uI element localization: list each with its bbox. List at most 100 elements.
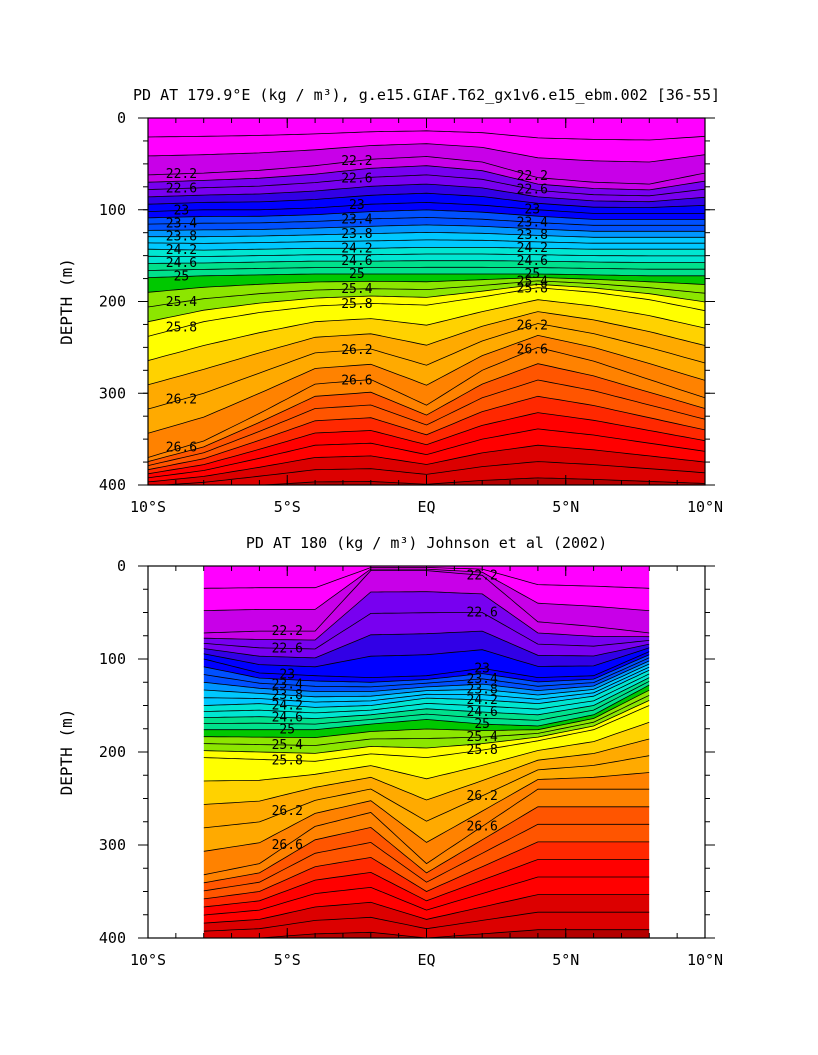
contour-line: [148, 363, 705, 462]
contour-line: [203, 841, 650, 900]
contour-line: [148, 379, 705, 466]
density-layer: [203, 670, 650, 713]
contour-label: 23.8: [467, 682, 498, 697]
contour-line: [203, 680, 650, 725]
density-layer: [148, 428, 705, 482]
contour-line: [203, 738, 650, 805]
contour-label: 25.4: [341, 282, 372, 297]
contour-label: 26.6: [166, 441, 197, 456]
contour-label: 25.8: [517, 282, 548, 297]
contour-label: 22.2: [272, 624, 303, 639]
x-tick-label: 10°N: [687, 951, 723, 969]
y-tick-label: 300: [99, 836, 126, 854]
contour-label: 24.6: [341, 254, 372, 269]
contour-line: [203, 772, 650, 852]
contour-line: [148, 428, 705, 479]
contour-label: 24.2: [272, 699, 303, 714]
contour-label: 22.2: [517, 169, 548, 184]
x-tick-label: 5°S: [274, 498, 301, 516]
contour-label: 24.6: [467, 705, 498, 720]
density-layer: [148, 412, 705, 478]
x-tick-label: EQ: [417, 498, 435, 516]
contour-label: 24.6: [166, 256, 197, 271]
y-tick-label: 200: [99, 743, 126, 761]
contour-label: 26.2: [341, 343, 372, 358]
contour-line: [148, 143, 705, 163]
contour-line: [148, 283, 705, 323]
contour-line: [203, 859, 650, 908]
density-layer: [148, 143, 705, 185]
x-tick-label: 5°S: [274, 951, 301, 969]
contour-line: [203, 694, 650, 746]
contour-label: 25: [279, 723, 295, 738]
density-layer: [203, 894, 650, 932]
density-layer: [163, 461, 705, 485]
contour-label: 24.2: [341, 241, 372, 256]
density-layer: [148, 277, 705, 307]
contour-line: [148, 266, 705, 271]
contour-label: 24.2: [166, 243, 197, 258]
contour-line: [203, 894, 650, 924]
contour-label: 25.4: [517, 274, 548, 289]
density-layer: [203, 705, 650, 781]
density-layer: [203, 739, 650, 828]
contour-line: [203, 788, 650, 876]
contour-line: [203, 591, 650, 641]
contour-line: [148, 280, 705, 308]
contour-label: 23.8: [166, 230, 197, 245]
y-tick-label: 0: [117, 557, 126, 575]
contour-line: [203, 755, 650, 829]
contour-label: 22.2: [166, 167, 197, 182]
density-layer: [148, 209, 705, 226]
density-layer: [148, 193, 705, 214]
contour-line: [203, 666, 650, 703]
density-layer: [203, 651, 650, 683]
contour-label: 23.4: [272, 678, 303, 693]
contour-label: 23.8: [341, 227, 372, 242]
contour-line: [148, 273, 705, 278]
contour-line: [148, 247, 705, 251]
y-axis-label: DEPTH (m): [57, 709, 76, 796]
contour-line: [203, 647, 650, 668]
contour-line: [148, 253, 705, 257]
density-layer: [148, 299, 705, 385]
density-layer: [148, 335, 705, 458]
density-layer: [203, 690, 650, 746]
contour-line: [203, 700, 650, 754]
chart-panel-2: 22.222.62323.423.824.224.62525.425.826.2…: [57, 534, 723, 969]
y-tick-label: 400: [99, 929, 126, 947]
density-layer: [148, 284, 705, 337]
contour-label: 23.4: [166, 217, 197, 232]
density-layer: [148, 224, 705, 238]
density-layer: [203, 647, 650, 678]
contour-label: 23: [474, 661, 490, 676]
contour-label: 24.2: [467, 693, 498, 708]
contour-label: 26.6: [467, 819, 498, 834]
density-layer: [203, 567, 650, 611]
density-layer: [203, 789, 650, 883]
contour-line: [148, 231, 705, 238]
contour-label: 25.8: [166, 321, 197, 336]
density-layer: [148, 156, 705, 190]
contour-line: [148, 130, 705, 141]
density-layer: [148, 274, 705, 293]
contour-line: [203, 657, 650, 688]
density-layer: [203, 654, 650, 687]
contour-line: [148, 299, 705, 361]
contour-line: [148, 395, 705, 471]
density-layer: [148, 165, 705, 196]
contour-label: 24.6: [272, 711, 303, 726]
density-layer: [148, 184, 705, 208]
density-layer: [148, 254, 705, 264]
contour-label: 22.6: [166, 181, 197, 196]
contour-line: [148, 311, 705, 386]
y-tick-label: 300: [99, 384, 126, 402]
contour-label: 26.2: [166, 393, 197, 408]
contour-label: 26.2: [517, 318, 548, 333]
contour-label: 23: [279, 667, 295, 682]
contour-label: 23: [525, 202, 541, 217]
contour-line: [203, 673, 650, 714]
y-tick-label: 400: [99, 476, 126, 494]
density-layer: [203, 681, 650, 730]
